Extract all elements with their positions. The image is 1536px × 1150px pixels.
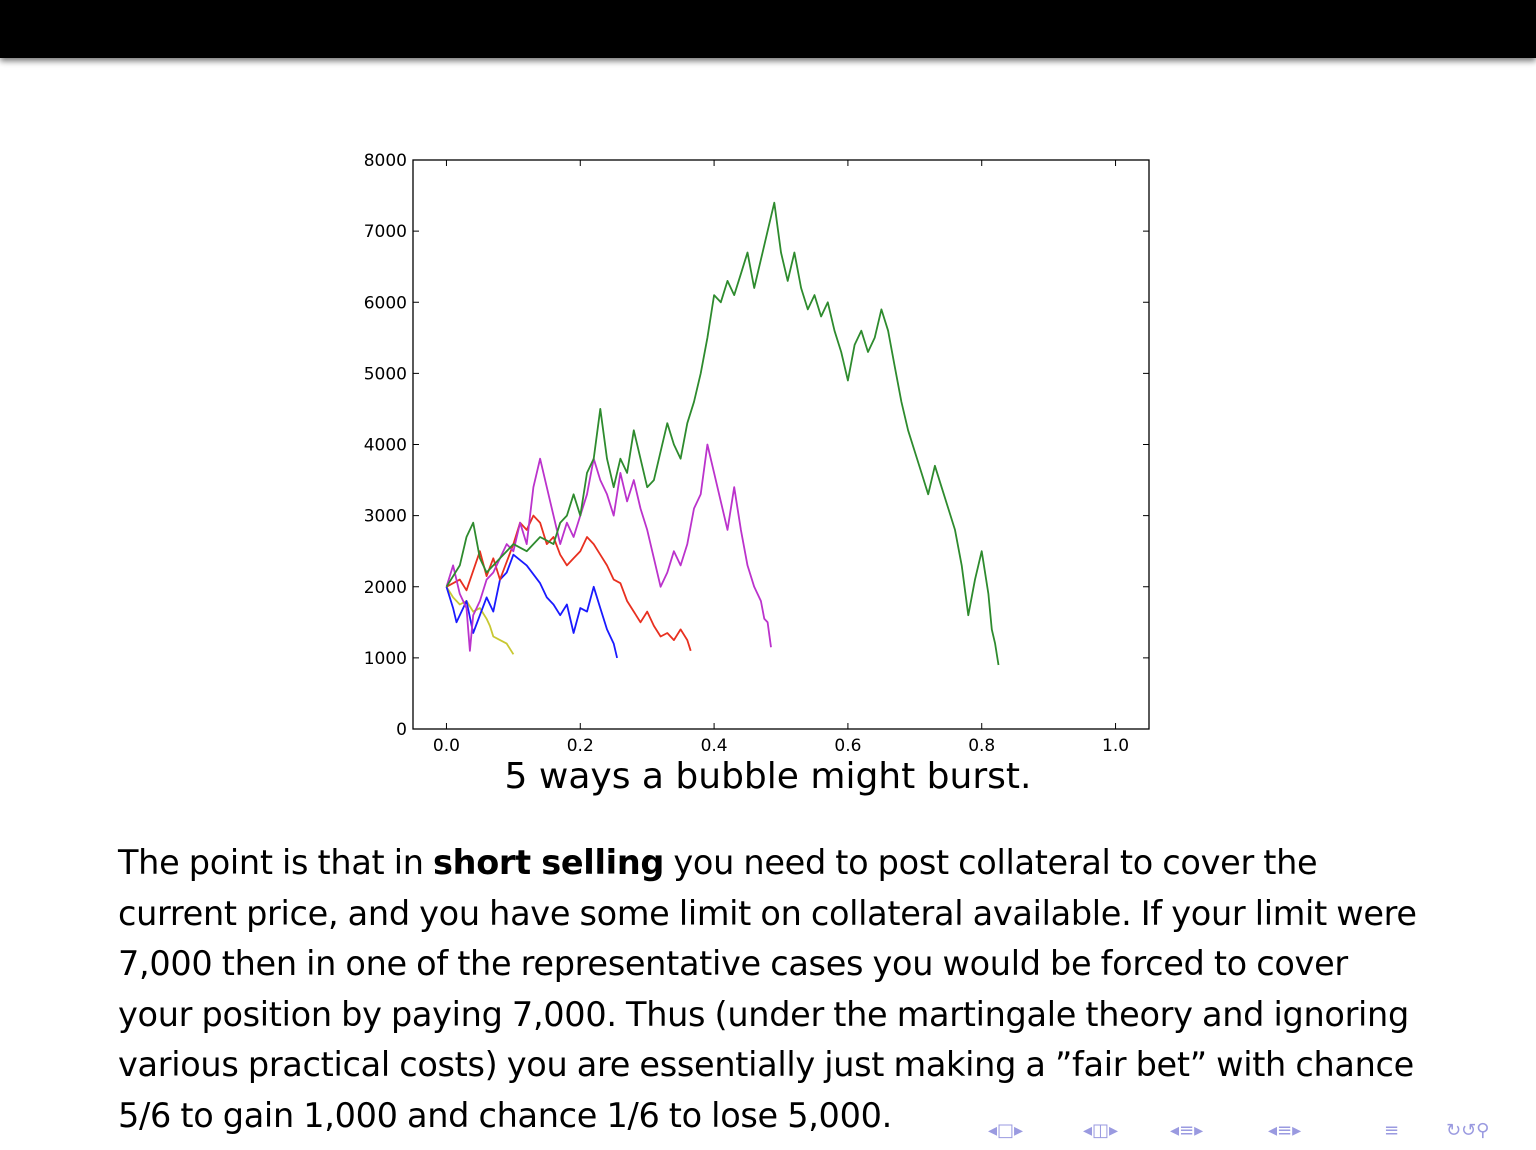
y-tick-label: 5000 <box>364 364 407 384</box>
y-tick-label: 8000 <box>364 151 407 171</box>
nav-align-icon[interactable]: ≡ <box>1384 1120 1400 1141</box>
series-line-5 <box>445 201 1000 666</box>
y-tick-label: 2000 <box>364 578 407 598</box>
x-tick-label: 0.8 <box>968 736 995 756</box>
paragraph-text-start: The point is that in <box>118 843 434 882</box>
paragraph-bold-term: short selling <box>433 843 665 882</box>
nav-section-next-icon[interactable]: ◂≡▸ <box>1268 1120 1302 1141</box>
x-tick-label: 1.0 <box>1102 736 1129 756</box>
y-tick-label: 3000 <box>364 507 407 527</box>
y-tick-label: 4000 <box>364 436 407 456</box>
paragraph-text-end: you need to post collateral to cover the… <box>118 843 1417 1135</box>
x-tick-label: 0.0 <box>433 736 460 756</box>
series-line-2 <box>445 553 618 659</box>
plot-frame <box>412 159 1150 730</box>
plot-area: 0.0 0.2 0.4 0.6 0.8 1.0 0 1000 2000 3000 4000 5000 6… <box>364 151 1150 756</box>
series-line-3 <box>446 514 692 652</box>
body-paragraph: The point is that in short selling you n… <box>118 838 1428 1141</box>
series-line-4 <box>445 443 772 652</box>
y-tick-label: 0 <box>396 720 407 740</box>
y-tick-label: 1000 <box>364 649 407 669</box>
series-line-1 <box>445 586 515 655</box>
nav-frame-prev-icon[interactable]: ◂□▸ <box>988 1120 1024 1141</box>
nav-search-icon[interactable]: ↻↺⚲ <box>1446 1120 1490 1141</box>
y-tick-label: 7000 <box>364 222 407 242</box>
nav-subsection-icon[interactable]: ◂≡▸ <box>1170 1120 1204 1141</box>
x-tick-label: 0.6 <box>834 736 861 756</box>
line-chart: 0.0 0.2 0.4 0.6 0.8 1.0 0 1000 2000 3000 4000 5000 6… <box>364 151 1150 756</box>
nav-section-prev-icon[interactable]: ◂◫▸ <box>1083 1120 1119 1141</box>
x-tick-label: 0.4 <box>701 736 728 756</box>
x-tick-label: 0.2 <box>567 736 594 756</box>
slide-header-bar <box>0 0 1536 58</box>
figure-caption: 5 ways a bubble might burst. <box>504 756 1032 797</box>
y-tick-label: 6000 <box>364 293 407 313</box>
